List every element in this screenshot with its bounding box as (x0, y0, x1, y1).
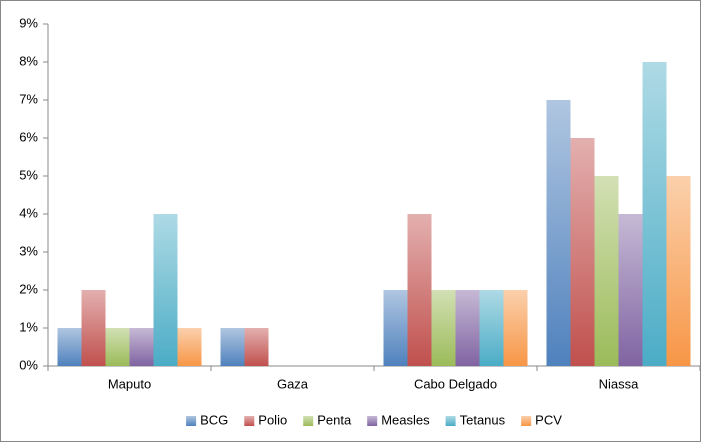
x-tick-label: Maputo (108, 376, 151, 391)
bar (407, 214, 432, 366)
x-tick-label: Cabo Delgado (414, 376, 497, 391)
bar (618, 214, 643, 366)
bar (129, 328, 154, 366)
bar (570, 138, 595, 366)
legend-label: Penta (317, 412, 352, 427)
bar (244, 328, 269, 366)
bar (105, 328, 130, 366)
legend-swatch (303, 416, 314, 426)
y-tick-label: 9% (19, 15, 38, 30)
legend-swatch (186, 416, 197, 426)
bar (431, 290, 456, 366)
legend-swatch (244, 416, 255, 426)
bar (177, 328, 202, 366)
bar (479, 290, 504, 366)
legend-swatch (521, 416, 532, 426)
legend-label: Measles (381, 412, 430, 427)
y-tick-label: 3% (19, 243, 38, 258)
y-tick-label: 2% (19, 281, 38, 296)
bar (57, 328, 82, 366)
bar (546, 100, 571, 366)
y-tick-label: 7% (19, 91, 38, 106)
y-tick-label: 1% (19, 319, 38, 334)
legend-swatch (367, 416, 378, 426)
bar (503, 290, 528, 366)
x-tick-label: Niassa (599, 376, 640, 391)
bar (455, 290, 480, 366)
y-tick-label: 4% (19, 205, 38, 220)
y-tick-label: 8% (19, 53, 38, 68)
y-tick-label: 5% (19, 167, 38, 182)
legend-swatch (445, 416, 456, 426)
legend-label: BCG (200, 412, 228, 427)
legend: BCG Polio Penta Measles Tetanus PCV (186, 412, 562, 427)
legend-label: PCV (535, 412, 562, 427)
legend-label: Tetanus (460, 412, 506, 427)
bar (594, 176, 619, 366)
y-tick-label: 6% (19, 129, 38, 144)
bar (153, 214, 178, 366)
bar (642, 62, 667, 366)
x-tick-label: Gaza (277, 376, 309, 391)
bar (81, 290, 106, 366)
bar (220, 328, 245, 366)
bar (383, 290, 408, 366)
legend-label: Polio (258, 412, 287, 427)
bar (666, 176, 691, 366)
y-tick-label: 0% (19, 357, 38, 372)
